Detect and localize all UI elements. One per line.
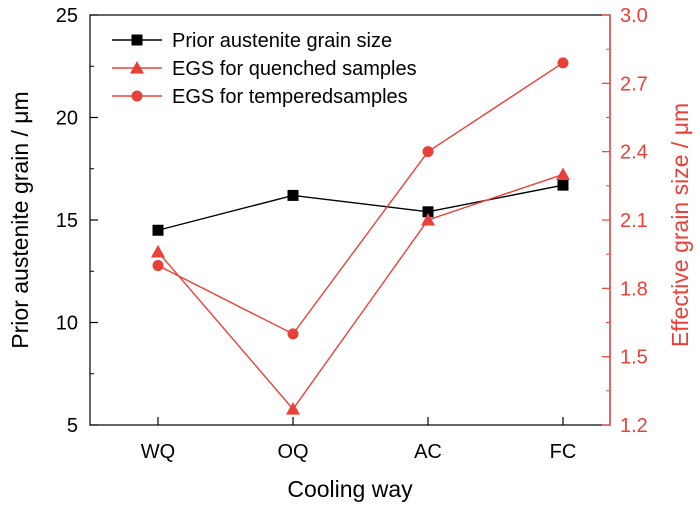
x-tick-label: WQ (141, 441, 175, 463)
left-tick-label: 5 (67, 415, 78, 437)
data-point-circle (152, 260, 164, 272)
right-tick-label: 2.1 (620, 210, 648, 232)
legend-marker-triangle (130, 61, 144, 74)
x-axis-label: Cooling way (287, 476, 413, 502)
left-y-axis: 5 10 15 20 25 (56, 5, 98, 437)
right-y-axis: 1.2 1.5 1.8 2.1 2.4 2.7 3.0 (602, 5, 648, 437)
left-axis-label: Prior austenite grain / μm (7, 91, 33, 348)
series-line-2 (157, 173, 564, 411)
right-tick-label: 2.7 (620, 73, 648, 95)
data-point-circle (422, 146, 434, 158)
x-tick-label: FC (550, 441, 577, 463)
legend-label: EGS for quenched samples (172, 58, 417, 80)
left-tick-label: 15 (56, 210, 78, 232)
x-axis: WQ OQ AC FC (141, 417, 577, 463)
data-point-circle (287, 328, 299, 340)
left-tick-label: 25 (56, 5, 78, 27)
data-point-square (422, 206, 434, 218)
legend-label: Prior austenite grain size (172, 30, 392, 52)
data-point-triangle (286, 402, 300, 415)
legend-marker-circle (131, 90, 143, 102)
data-point-triangle (421, 213, 435, 226)
series-line-1 (157, 184, 564, 231)
legend-label: EGS for temperedsamples (172, 86, 408, 108)
right-tick-label: 1.2 (620, 415, 648, 437)
x-tick-label: OQ (277, 441, 308, 463)
data-point-square (152, 224, 164, 236)
right-tick-label: 1.5 (620, 347, 648, 369)
right-tick-label: 3.0 (620, 5, 648, 27)
series-layer (151, 57, 570, 415)
left-tick-label: 20 (56, 108, 78, 130)
data-point-triangle (556, 167, 570, 181)
x-tick-label: AC (414, 441, 442, 463)
right-tick-label: 1.8 (620, 278, 648, 300)
right-tick-label: 2.4 (620, 142, 648, 164)
data-point-triangle (151, 244, 165, 258)
series-line-3 (157, 62, 564, 335)
legend-marker-square (131, 34, 143, 46)
data-point-square (287, 189, 299, 201)
data-point-circle (557, 57, 569, 69)
left-tick-label: 10 (56, 313, 78, 335)
legend: Prior austenite grain size EGS for quench… (112, 30, 417, 108)
right-axis-label: Effective grain size / μm (667, 103, 693, 347)
data-point-square (557, 179, 569, 191)
